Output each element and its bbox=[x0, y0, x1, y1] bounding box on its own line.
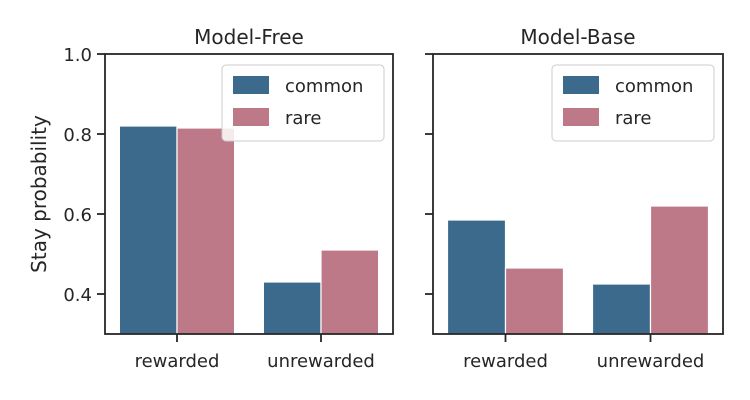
axes-frame bbox=[432, 53, 724, 335]
legend-label-rare: rare bbox=[615, 108, 652, 129]
y-axis-label: Stay probability bbox=[27, 115, 51, 273]
bar-common-rewarded bbox=[118, 125, 178, 335]
panel-title: Model-Base bbox=[520, 25, 635, 49]
legend: common rare bbox=[551, 64, 715, 142]
panel-model-free: 0.4 0.6 0.8 1.0 rewarded unrewarded Model-Free… bbox=[63, 25, 394, 372]
y-tick-label: 1.0 bbox=[63, 45, 92, 66]
bar-rare-unrewarded bbox=[649, 205, 710, 335]
x-tick-label: unrewarded bbox=[267, 351, 375, 372]
x-tick-label: unrewarded bbox=[597, 351, 705, 372]
axes-frame bbox=[104, 53, 394, 335]
bar-common-rewarded bbox=[446, 219, 507, 335]
legend-label-common: common bbox=[615, 76, 693, 97]
legend: common rare bbox=[221, 64, 385, 142]
y-tick-label: 0.6 bbox=[63, 205, 92, 226]
bar-common-unrewarded bbox=[591, 283, 652, 335]
x-tick-label: rewarded bbox=[463, 351, 548, 372]
legend-swatch-rare bbox=[563, 108, 599, 126]
bar-common-unrewarded bbox=[262, 281, 322, 335]
bar-rare-rewarded bbox=[176, 127, 236, 335]
panel-model-base: rewarded unrewarded Model-Base common rare bbox=[425, 25, 724, 372]
legend-label-rare: rare bbox=[285, 108, 322, 129]
legend-label-common: common bbox=[285, 76, 363, 97]
legend-swatch-rare bbox=[233, 108, 269, 126]
x-tick-label: rewarded bbox=[135, 351, 220, 372]
y-tick-label: 0.4 bbox=[63, 285, 92, 306]
panel-title: Model-Free bbox=[194, 25, 304, 49]
bar-rare-rewarded bbox=[504, 267, 565, 335]
y-tick-label: 0.8 bbox=[63, 125, 92, 146]
legend-swatch-common bbox=[233, 76, 269, 94]
bar-rare-unrewarded bbox=[320, 249, 380, 335]
legend-swatch-common bbox=[563, 76, 599, 94]
